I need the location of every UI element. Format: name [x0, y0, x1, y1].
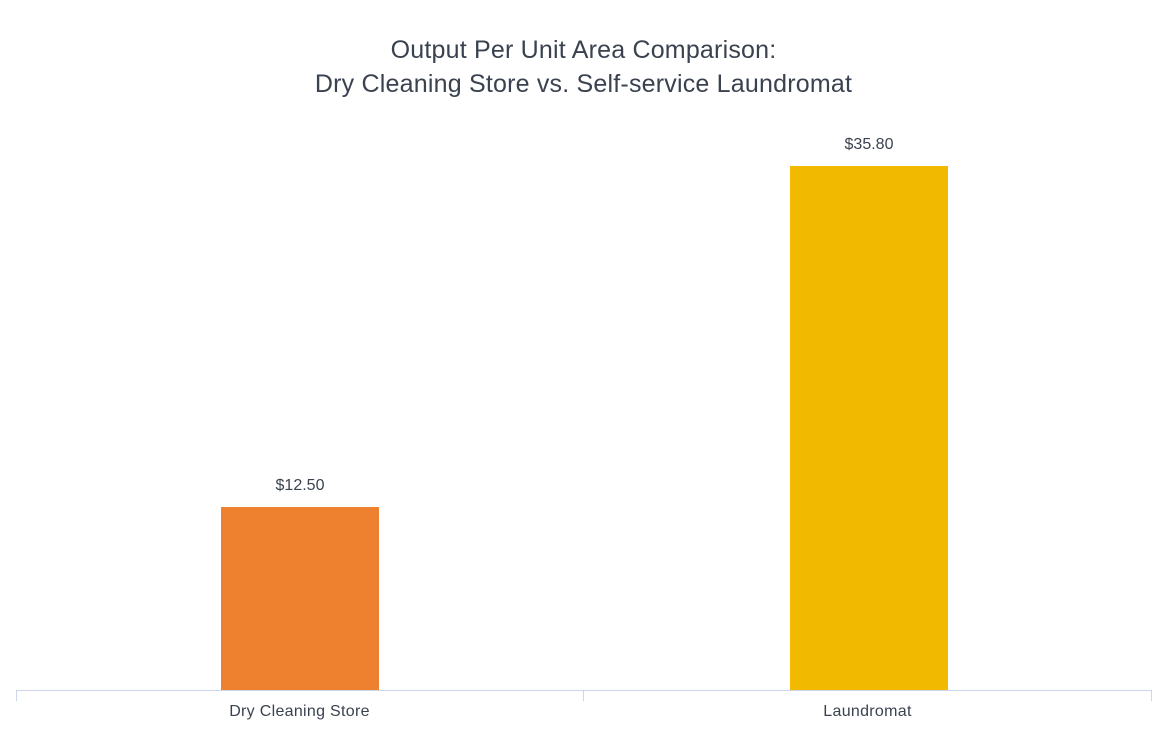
x-axis-line — [16, 690, 1152, 691]
chart-title-line-2: Dry Cleaning Store vs. Self-service Laun… — [314, 70, 853, 98]
chart-title-line-1: Output Per Unit Area Comparison: — [390, 36, 777, 64]
x-axis-tick-left — [16, 691, 17, 701]
bar-dry-cleaning-store — [221, 507, 379, 690]
x-axis-tick-middle — [583, 691, 584, 701]
chart-title: Output Per Unit Area Comparison: Dry Cle… — [0, 33, 1167, 101]
data-label-dry-cleaning: $12.50 — [275, 477, 325, 494]
category-label-dry-cleaning-store: Dry Cleaning Store — [229, 703, 370, 720]
x-axis-tick-right — [1151, 691, 1152, 701]
data-label-laundromat: $35.80 — [844, 136, 894, 153]
bar-laundromat — [790, 166, 948, 690]
category-label-laundromat: Laundromat — [823, 703, 912, 720]
